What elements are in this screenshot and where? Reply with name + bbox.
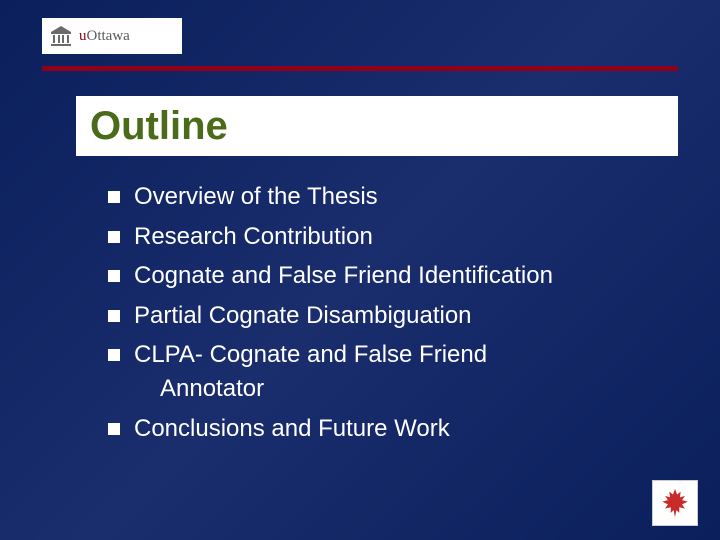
list-item: Partial Cognate Disambiguation [108, 299, 668, 333]
maple-leaf-icon [658, 486, 692, 520]
bullet-text: Research Contribution [134, 220, 668, 254]
bullet-text: Overview of the Thesis [134, 180, 668, 214]
maple-leaf-badge [652, 480, 698, 526]
building-icon [48, 23, 74, 49]
bullet-marker [108, 270, 120, 282]
bullet-text: CLPA- Cognate and False Friend Annotator [134, 338, 668, 405]
title-container: Outline [76, 96, 678, 156]
list-item: Research Contribution [108, 220, 668, 254]
bullet-marker [108, 231, 120, 243]
logo-text: uOttawa [79, 28, 130, 45]
list-item: CLPA- Cognate and False Friend Annotator [108, 338, 668, 405]
bullet-marker [108, 191, 120, 203]
university-logo: uOttawa [42, 18, 182, 54]
slide-title: Outline [90, 104, 228, 149]
list-item: Cognate and False Friend Identification [108, 259, 668, 293]
bullet-marker [108, 349, 120, 361]
bullet-marker [108, 310, 120, 322]
header-divider [42, 66, 678, 71]
list-item: Overview of the Thesis [108, 180, 668, 214]
bullet-text: Cognate and False Friend Identification [134, 259, 668, 293]
bullet-text: Partial Cognate Disambiguation [134, 299, 668, 333]
bullet-marker [108, 423, 120, 435]
bullet-text: Conclusions and Future Work [134, 412, 668, 446]
list-item: Conclusions and Future Work [108, 412, 668, 446]
bullet-list: Overview of the Thesis Research Contribu… [108, 180, 668, 451]
